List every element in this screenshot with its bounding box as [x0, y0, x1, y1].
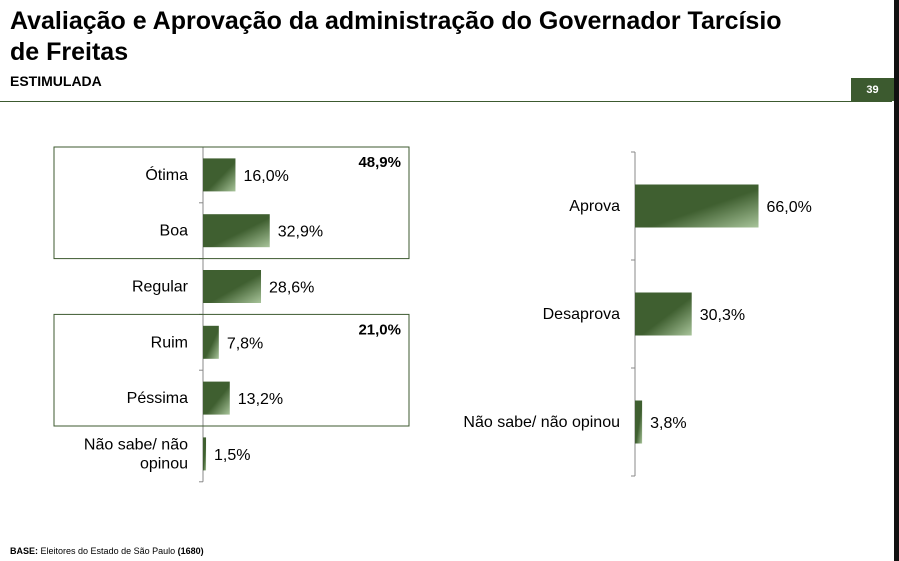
bar-boa — [203, 214, 270, 248]
value-label-nao-sabe-nao-opinou: 3,8% — [650, 415, 686, 432]
bar-nao-sabe-nao-opinou — [203, 437, 207, 471]
value-label-desaprova: 30,3% — [700, 307, 745, 324]
bar-aprova — [635, 184, 759, 228]
group-box — [53, 313, 410, 427]
category-label-desaprova: Desaprova — [543, 306, 620, 323]
value-label-nao-sabe-nao-opinou: 1,5% — [214, 447, 250, 464]
footer-base: BASE: Eleitores do Estado de São Paulo (… — [10, 546, 204, 556]
page-subtitle: ESTIMULADA — [10, 73, 102, 89]
bar-pessima — [203, 381, 230, 415]
value-label-pessima: 13,2% — [238, 391, 283, 408]
value-label-ruim: 7,8% — [227, 335, 263, 352]
category-label-pessima: Péssima — [127, 390, 188, 407]
category-label-boa: Boa — [160, 223, 189, 240]
bar-regular — [203, 270, 262, 303]
bar-ruim — [203, 325, 219, 359]
category-label-nao-sabe-nao-opinou: Não sabe/ não opinou — [84, 436, 188, 472]
footer-base-label: BASE: — [10, 546, 39, 556]
category-label-otima: Ótima — [145, 165, 188, 184]
footer-base-n: (1680) — [177, 546, 204, 556]
page-number-badge: 39 — [851, 78, 894, 101]
value-label-aprova: 66,0% — [767, 199, 812, 216]
bar-otima — [203, 158, 236, 192]
value-label-otima: 16,0% — [243, 168, 288, 185]
header-divider — [0, 101, 892, 102]
bar-nao-sabe-nao-opinou — [635, 400, 643, 444]
page-title: Avaliação e Aprovação da administração d… — [10, 7, 782, 66]
category-label-regular: Regular — [132, 279, 189, 296]
category-label-nao-sabe-nao-opinou: Não sabe/ não opinou — [463, 414, 620, 431]
group-total-label: 48,9% — [358, 154, 401, 171]
group-total-label: 21,0% — [358, 321, 401, 338]
value-label-regular: 28,6% — [269, 280, 314, 297]
group-box — [53, 146, 410, 260]
category-label-ruim: Ruim — [151, 334, 188, 351]
footer-base-text: Eleitores do Estado de São Paulo — [40, 546, 176, 556]
right-edge-bar — [894, 0, 899, 561]
bar-desaprova — [635, 292, 692, 336]
value-label-boa: 32,9% — [278, 224, 323, 241]
category-label-aprova: Aprova — [569, 198, 620, 215]
